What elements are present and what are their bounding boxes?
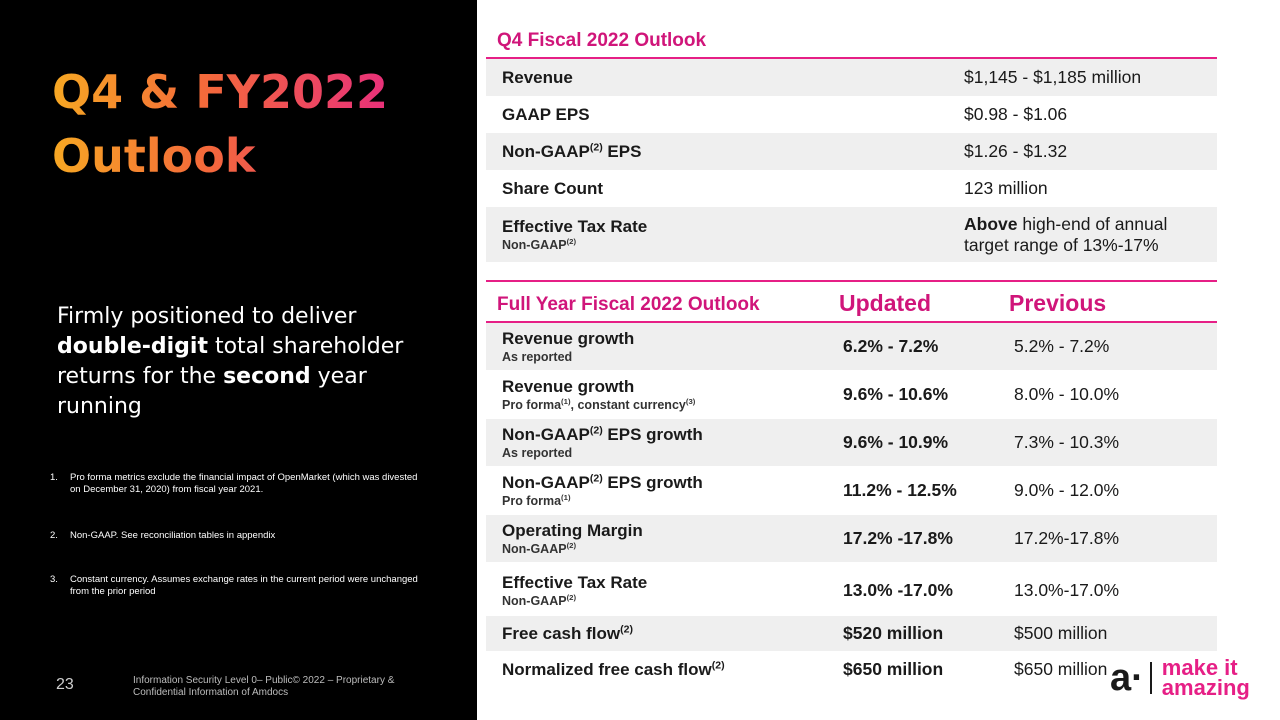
logo-tagline-line: amazing [1161, 675, 1250, 700]
fy-updated-value: 11.2% - 12.5% [843, 480, 957, 500]
tagline-text: total shareholder returns for the [57, 334, 404, 389]
fy-previous-value: 7.3% - 10.3% [1014, 432, 1120, 452]
fy-updated-value: $650 million [843, 659, 944, 679]
left-panel: Q4 & FY2022 Outlook Firmly positioned to… [0, 0, 477, 720]
fy-row-label: Normalized free cash flow(2) [502, 658, 725, 679]
tagline: Firmly positioned to deliver double-digi… [57, 302, 417, 422]
footnote-text: Pro forma metrics exclude the financial … [70, 472, 418, 495]
tagline-text: Firmly positioned to deliver [57, 304, 357, 329]
fy-updated-value: 9.6% - 10.6% [843, 384, 949, 404]
footnote-number: 3. [50, 574, 58, 585]
amdocs-logo: a· make it amazing [1110, 655, 1250, 700]
fy-outlook-title: Full Year Fiscal 2022 Outlook [497, 294, 760, 315]
footnote: 3. Constant currency. Assumes exchange ra… [50, 574, 420, 598]
q4-row: Effective Tax Rate Non-GAAP(2) Above high… [486, 207, 1217, 262]
q4-row-label: GAAP EPS [502, 104, 590, 124]
fy-row: Revenue growth As reported 6.2% - 7.2% 5.… [486, 323, 1217, 370]
footnote-number: 2. [50, 530, 58, 541]
fy-row-label: Free cash flow(2) [502, 622, 633, 643]
right-panel: Q4 Fiscal 2022 Outlook Revenue $1,145 - … [477, 0, 1280, 720]
fy-previous-value: 9.0% - 12.0% [1014, 480, 1120, 500]
footnote-text: Constant currency. Assumes exchange rate… [70, 574, 418, 597]
col-previous-header: Previous [1009, 290, 1107, 316]
logo-tagline: make it amazing [1161, 655, 1250, 700]
fy-updated-value: $520 million [843, 623, 944, 643]
footnote-number: 1. [50, 472, 58, 483]
q4-row-label: Non-GAAP(2) EPS [502, 140, 642, 161]
fy-previous-value: 8.0% - 10.0% [1014, 384, 1120, 404]
fy-row: Revenue growth Pro forma(1), constant cur… [486, 371, 1217, 418]
footnote-text: Non-GAAP. See reconciliation tables in a… [70, 530, 276, 541]
fy-row-label: Non-GAAP(2) EPS growth Pro forma(1) [502, 472, 703, 508]
footer-text: Information Security Level 0– Public© 20… [133, 675, 395, 698]
fy-row: Free cash flow(2) $520 million $500 mill… [486, 616, 1217, 651]
col-updated-header: Updated [839, 290, 931, 316]
fy-row-label: Operating Margin Non-GAAP(2) [502, 521, 643, 556]
logo-mark: a· [1110, 657, 1144, 699]
q4-row-label: Revenue [502, 67, 573, 87]
q4-title-divider [486, 57, 1217, 59]
fy-row-label: Non-GAAP(2) EPS growth As reported [502, 424, 703, 460]
fy-row: Non-GAAP(2) EPS growth As reported 9.6% -… [486, 419, 1217, 466]
fy-updated-value: 13.0% -17.0% [843, 579, 953, 600]
q4-row-value: Above high-end of annual target range of… [964, 213, 1168, 255]
q4-row: Non-GAAP(2) EPS $1.26 - $1.32 [486, 133, 1217, 170]
page-number: 23 [56, 676, 74, 693]
fy-previous-value: $500 million [1014, 623, 1108, 643]
tagline-emphasis: double-digit [57, 334, 208, 359]
fy-row: Effective Tax Rate Non-GAAP(2) 13.0% -17.… [486, 564, 1217, 616]
fy-row-label: Revenue growth Pro forma(1), constant cur… [502, 377, 696, 412]
q4-row-value: $1.26 - $1.32 [964, 141, 1068, 161]
q4-row-label: Effective Tax Rate Non-GAAP(2) [502, 217, 648, 252]
q4-outlook-title: Q4 Fiscal 2022 Outlook [497, 30, 707, 51]
q4-row-value: 123 million [964, 178, 1048, 198]
fy-header-divider [486, 321, 1217, 323]
logo-tagline-line: make it [1161, 655, 1238, 680]
logo-divider [1149, 662, 1152, 694]
fy-previous-value: 5.2% - 7.2% [1014, 336, 1110, 356]
fy-row: Operating Margin Non-GAAP(2) 17.2% -17.8%… [486, 515, 1217, 562]
tagline-emphasis: second [223, 364, 311, 389]
fy-updated-value: 6.2% - 7.2% [843, 336, 939, 356]
q4-row-label: Share Count [502, 178, 604, 198]
footnote: 1. Pro forma metrics exclude the financia… [50, 472, 420, 496]
title-line-2: Outlook [52, 129, 256, 183]
fy-updated-value: 9.6% - 10.9% [843, 432, 949, 452]
page-title: Q4 & FY2022 Outlook [52, 60, 388, 188]
fy-updated-value: 17.2% -17.8% [843, 528, 953, 548]
fy-top-divider [486, 280, 1217, 282]
q4-row-value: $0.98 - $1.06 [964, 104, 1068, 124]
q4-row-value: $1,145 - $1,185 million [964, 67, 1142, 87]
fy-row: Normalized free cash flow(2) $650 millio… [486, 652, 1217, 687]
fy-previous-value: 13.0%-17.0% [1014, 579, 1120, 600]
fy-previous-value: $650 million [1014, 659, 1108, 679]
tagline-text: year running [57, 364, 367, 419]
fy-row: Non-GAAP(2) EPS growth Pro forma(1) 11.2%… [486, 467, 1217, 514]
title-line-1: Q4 & FY2022 [52, 65, 389, 119]
q4-row: Share Count 123 million [486, 170, 1217, 207]
fy-row-label: Revenue growth As reported [502, 329, 635, 364]
q4-row: Revenue $1,145 - $1,185 million [486, 59, 1217, 96]
q4-row: GAAP EPS $0.98 - $1.06 [486, 96, 1217, 133]
footnote: 2. Non-GAAP. See reconciliation tables in… [50, 530, 420, 542]
fy-row-label: Effective Tax Rate Non-GAAP(2) [502, 572, 648, 608]
fy-previous-value: 17.2%-17.8% [1014, 528, 1120, 548]
